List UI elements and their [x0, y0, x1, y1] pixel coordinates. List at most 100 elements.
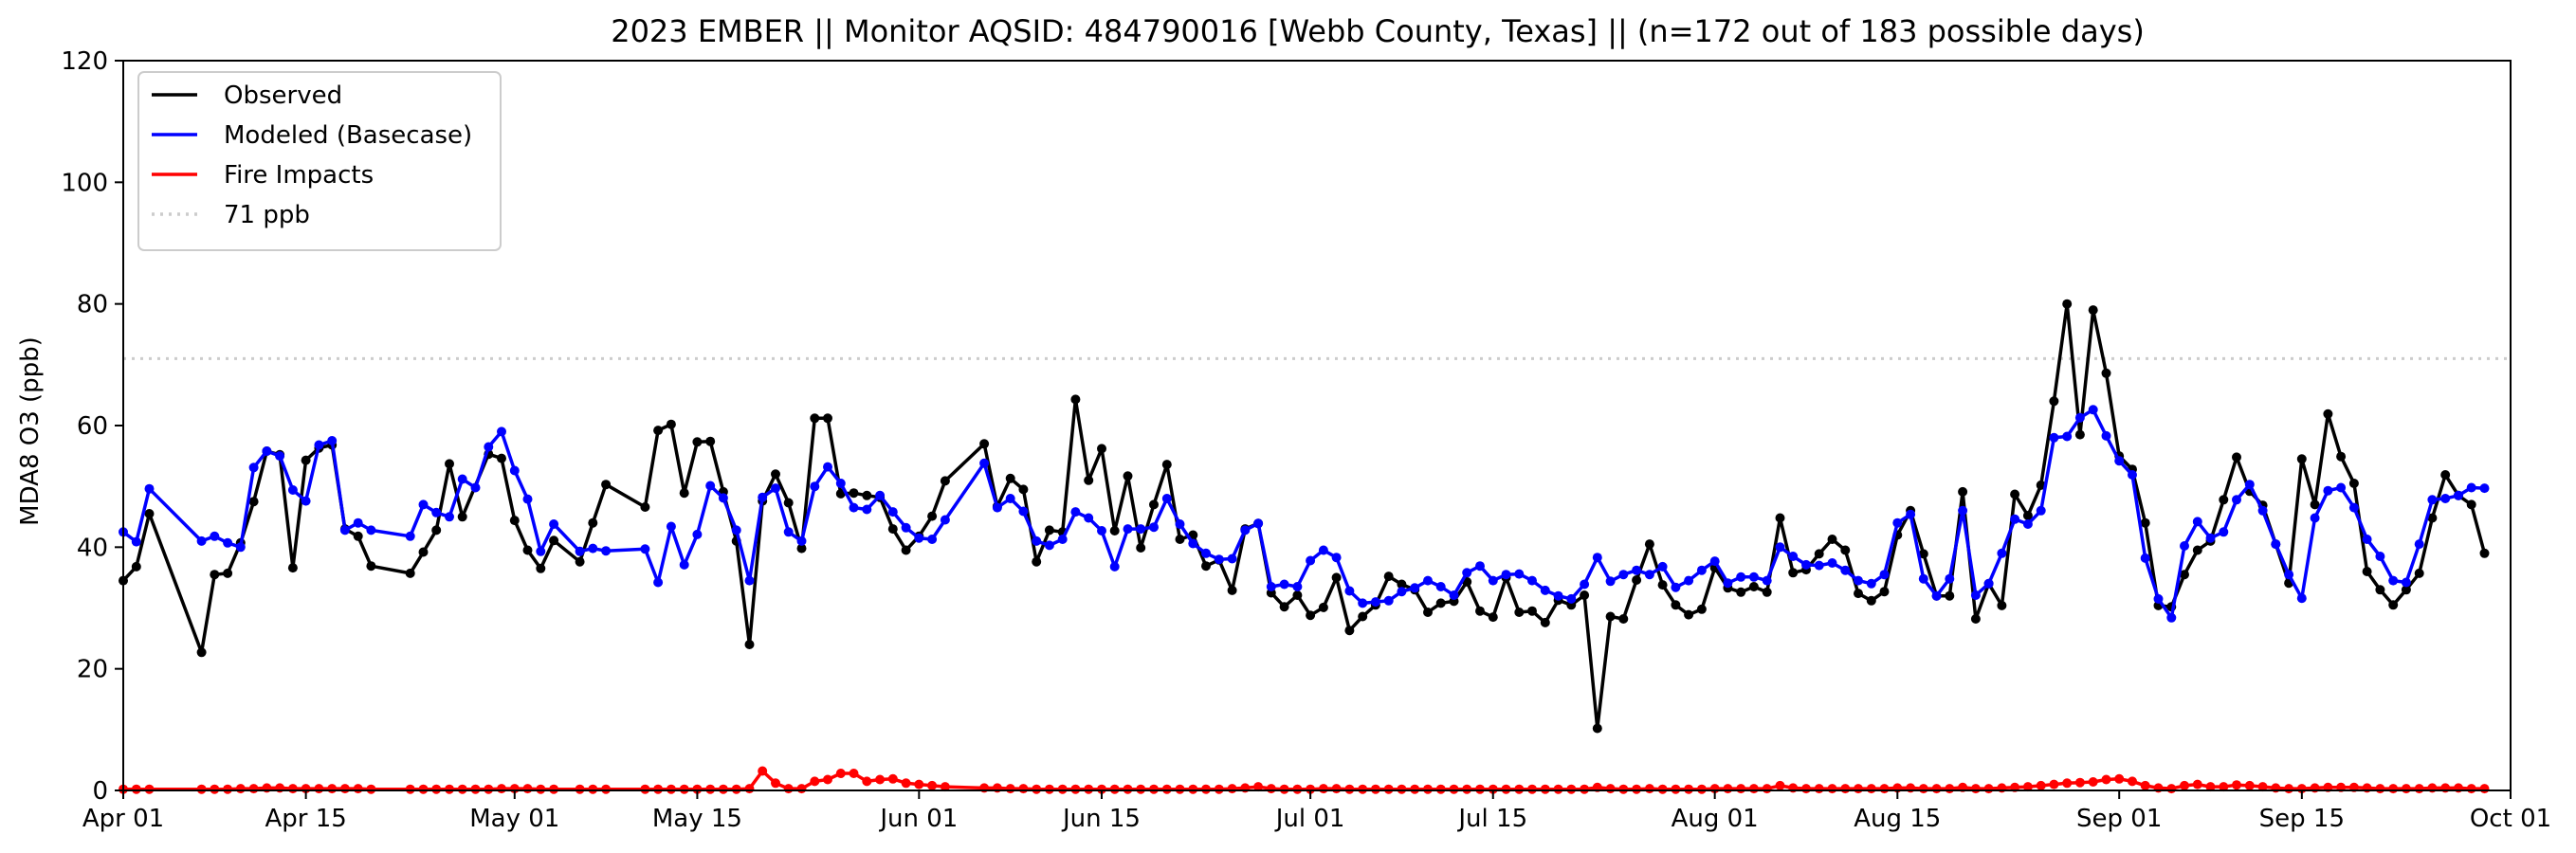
data-point-modeled-basecase: [1370, 597, 1380, 608]
data-point-observed: [1514, 608, 1525, 617]
data-point-fire-impacts: [575, 784, 585, 794]
x-tick-label: May 01: [469, 805, 559, 833]
data-point-modeled-basecase: [823, 462, 832, 472]
data-point-fire-impacts: [823, 774, 832, 785]
data-point-modeled-basecase: [810, 481, 820, 492]
data-point-modeled-basecase: [1514, 569, 1525, 579]
data-point-fire-impacts: [1306, 784, 1316, 794]
data-point-observed: [497, 453, 506, 463]
data-point-fire-impacts: [1671, 784, 1681, 794]
data-point-modeled-basecase: [705, 481, 716, 491]
x-tick-label: Jun 01: [878, 805, 958, 833]
data-point-modeled-basecase: [692, 529, 703, 539]
data-point-fire-impacts: [1423, 784, 1433, 794]
data-point-modeled-basecase: [2348, 502, 2359, 513]
data-point-fire-impacts: [418, 784, 429, 794]
data-point-observed: [810, 413, 820, 424]
data-point-modeled-basecase: [731, 525, 741, 535]
data-point-observed: [509, 516, 520, 526]
data-point-modeled-basecase: [1410, 583, 1420, 593]
x-axis-ticks: Apr 01 Apr 15 May 01 May 15 Jun 01 Jun 15 Jul …: [82, 790, 2551, 833]
data-point-modeled-basecase: [1801, 559, 1811, 570]
data-point-modeled-basecase: [1279, 579, 1289, 590]
data-point-observed: [2401, 585, 2411, 595]
data-point-fire-impacts: [405, 784, 415, 794]
data-point-fire-impacts: [2375, 784, 2385, 794]
data-point-fire-impacts: [1397, 784, 1407, 794]
data-point-modeled-basecase: [718, 493, 728, 503]
data-point-observed: [823, 413, 832, 424]
data-point-fire-impacts: [744, 784, 755, 794]
x-tick-label: Jun 15: [1061, 805, 1141, 833]
data-point-observed: [1136, 543, 1146, 553]
data-point-observed: [248, 497, 259, 507]
data-point-modeled-basecase: [992, 502, 1002, 513]
y-axis-title: MDA8 O3 (ppb): [16, 336, 45, 526]
data-point-fire-impacts: [2022, 782, 2033, 792]
data-point-fire-impacts: [1945, 784, 1955, 794]
data-point-modeled-basecase: [2388, 575, 2399, 586]
data-point-observed: [653, 426, 664, 436]
data-point-fire-impacts: [1201, 784, 1211, 794]
data-point-modeled-basecase: [522, 494, 533, 504]
data-point-fire-impacts: [1553, 784, 1563, 794]
data-point-modeled-basecase: [2401, 577, 2411, 588]
data-point-observed: [1397, 579, 1407, 590]
data-point-fire-impacts: [1462, 784, 1472, 794]
data-point-fire-impacts: [1501, 784, 1511, 794]
data-point-observed: [2036, 480, 2046, 490]
y-tick-label: 100: [61, 169, 108, 197]
data-point-modeled-basecase: [2101, 430, 2111, 441]
x-tick-label: Aug 15: [1854, 805, 1941, 833]
series-modeled-basecase: [119, 405, 2490, 623]
y-tick-label: 60: [77, 412, 108, 441]
data-point-observed: [1918, 549, 1928, 559]
data-point-observed: [2062, 299, 2073, 309]
data-point-fire-impacts: [705, 784, 716, 794]
y-axis-ticks: 0 20 40 60 80 100 120: [61, 47, 123, 806]
data-point-modeled-basecase: [1032, 535, 1042, 546]
x-tick-label: Aug 01: [1672, 805, 1759, 833]
data-point-observed: [1657, 580, 1668, 590]
data-point-fire-impacts: [327, 784, 338, 794]
data-point-observed: [405, 568, 415, 578]
data-point-modeled-basecase: [2323, 485, 2333, 496]
data-point-fire-impacts: [588, 784, 598, 794]
data-point-modeled-basecase: [314, 440, 324, 450]
data-point-modeled-basecase: [262, 446, 272, 456]
data-point-modeled-basecase: [588, 543, 598, 554]
data-point-fire-impacts: [2114, 773, 2125, 784]
data-point-fire-impacts: [914, 779, 924, 789]
data-point-fire-impacts: [679, 784, 689, 794]
data-point-modeled-basecase: [1358, 598, 1368, 608]
data-point-observed: [1879, 587, 1890, 597]
data-point-fire-impacts: [1605, 784, 1616, 794]
data-point-fire-impacts: [1657, 784, 1668, 794]
data-point-fire-impacts: [1723, 784, 1733, 794]
data-point-modeled-basecase: [484, 442, 494, 452]
data-point-fire-impacts: [1318, 784, 1328, 794]
data-point-modeled-basecase: [131, 536, 141, 547]
data-point-modeled-basecase: [1318, 545, 1328, 555]
data-point-observed: [1318, 602, 1328, 612]
data-point-fire-impacts: [287, 784, 298, 794]
data-point-fire-impacts: [1827, 784, 1837, 794]
data-point-modeled-basecase: [1684, 575, 1694, 586]
data-point-observed: [1997, 600, 2007, 610]
data-point-observed: [2296, 454, 2307, 464]
data-point-observed: [2414, 568, 2424, 578]
data-point-observed: [2088, 305, 2098, 316]
data-point-modeled-basecase: [2022, 519, 2033, 529]
data-point-fire-impacts: [1175, 784, 1185, 794]
data-point-fire-impacts: [640, 784, 650, 794]
y-tick-label: 120: [61, 47, 108, 76]
data-point-observed: [1748, 582, 1759, 591]
data-point-modeled-basecase: [2036, 505, 2046, 516]
data-point-fire-impacts: [1736, 784, 1746, 794]
data-point-fire-impacts: [1449, 784, 1459, 794]
data-point-modeled-basecase: [1123, 524, 1133, 535]
data-point-observed: [1592, 723, 1602, 734]
data-point-fire-impacts: [2219, 782, 2229, 792]
data-point-modeled-basecase: [1540, 585, 1550, 595]
data-point-modeled-basecase: [418, 499, 429, 510]
